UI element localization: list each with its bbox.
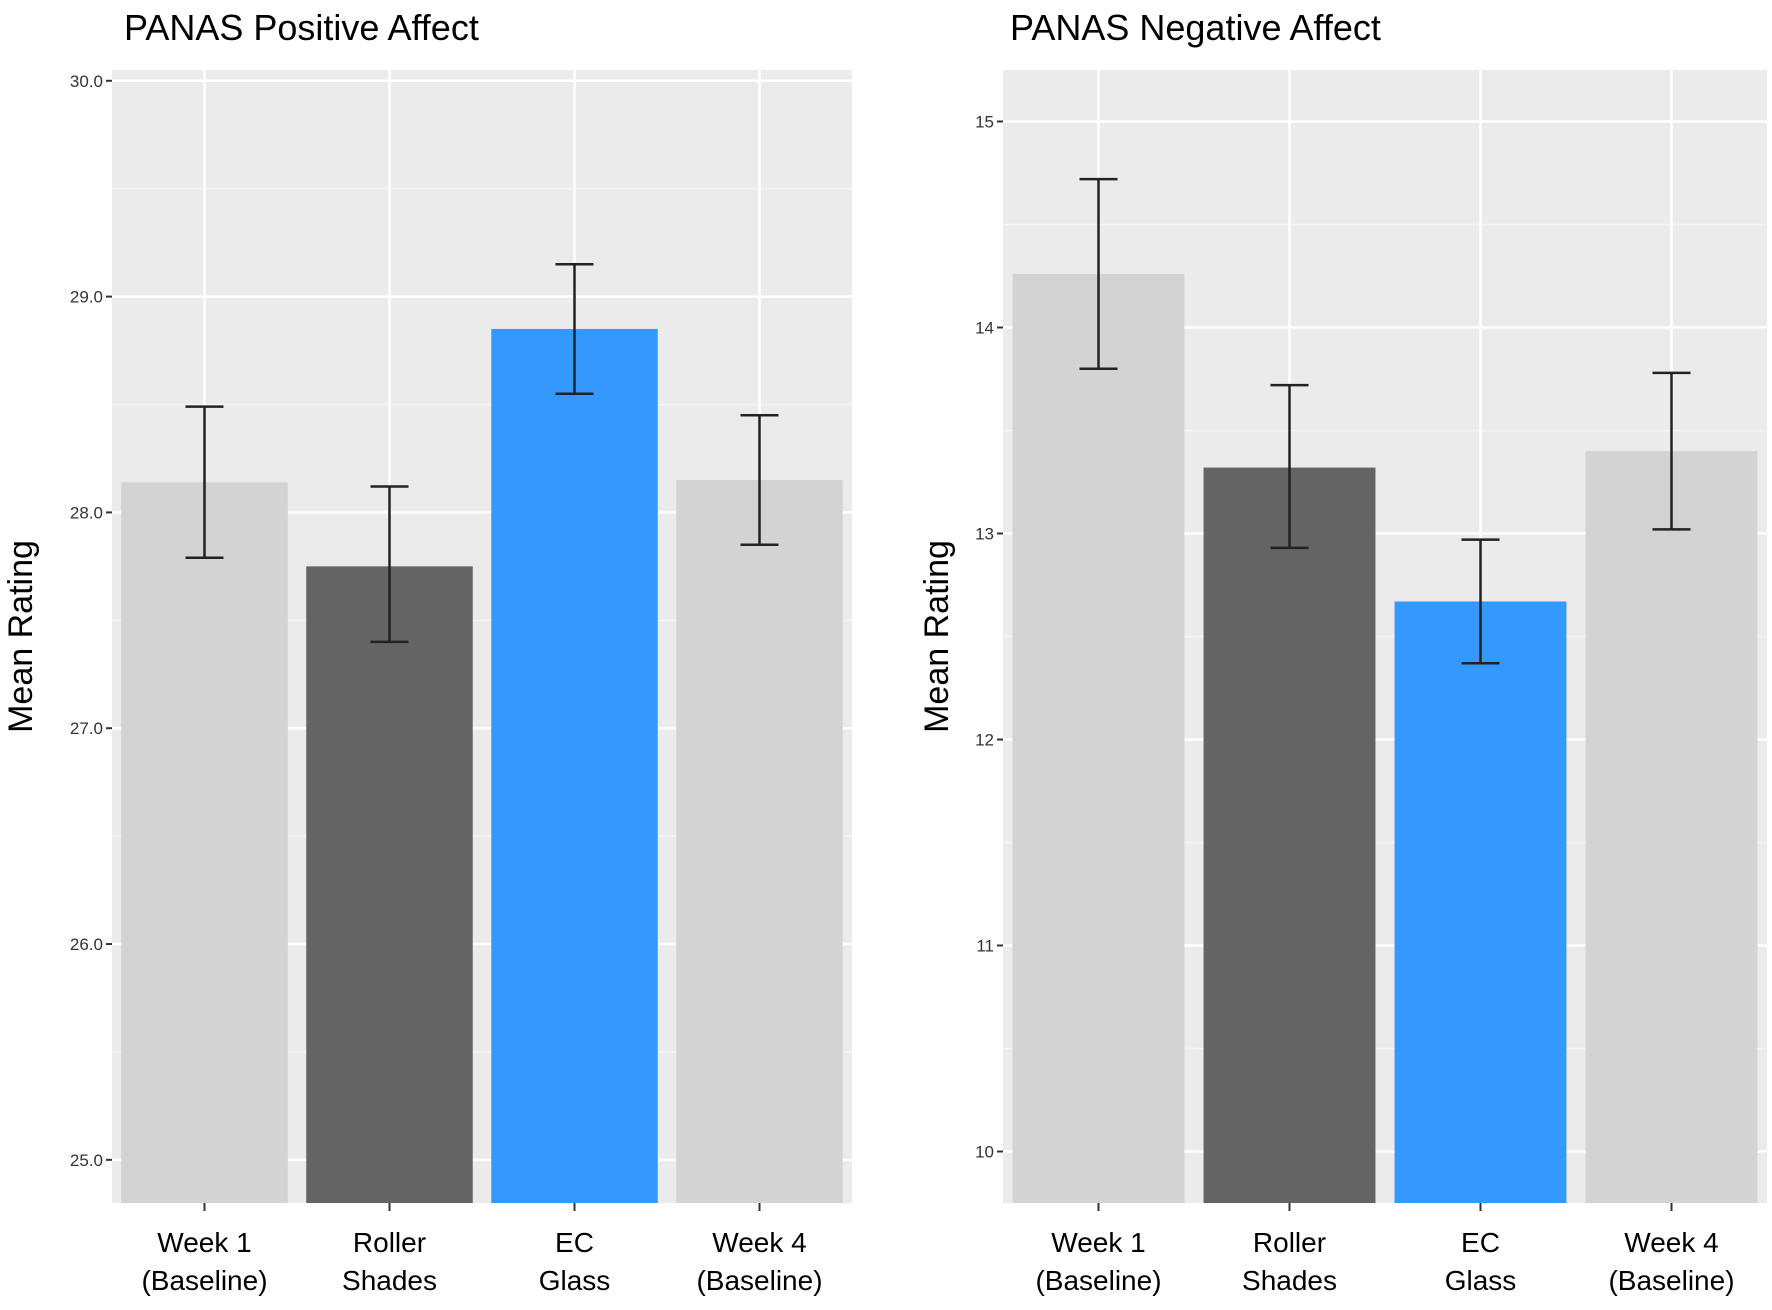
chart-title: PANAS Positive Affect	[124, 7, 479, 48]
error-bar	[185, 405, 224, 559]
error-bar	[1079, 177, 1118, 370]
bar	[306, 566, 473, 1203]
y-tick-label: 12	[975, 731, 994, 750]
x-tick-label: Week 1	[1051, 1227, 1145, 1258]
y-axis-label: Mean Rating	[918, 540, 956, 733]
x-tick-label: Shades	[342, 1265, 437, 1296]
error-bar	[1652, 371, 1691, 531]
x-tick-label: EC	[1461, 1227, 1500, 1258]
y-tick-label: 10	[975, 1143, 994, 1162]
error-bar	[370, 485, 409, 644]
y-tick-label: 14	[975, 319, 994, 338]
error-bar	[740, 414, 779, 547]
bar	[491, 328, 658, 1203]
bar	[1012, 273, 1185, 1203]
x-tick-label: (Baseline)	[696, 1265, 822, 1296]
y-tick-label: 13	[975, 525, 994, 544]
x-tick-label: (Baseline)	[1035, 1265, 1161, 1296]
bar	[676, 480, 843, 1203]
y-tick-label: 15	[975, 113, 994, 132]
y-tick-label: 28.0	[70, 503, 103, 522]
x-tick-label: (Baseline)	[1608, 1265, 1734, 1296]
x-tick-label: Glass	[539, 1265, 611, 1296]
bar	[1585, 451, 1758, 1204]
bar	[1394, 601, 1567, 1203]
x-tick-label: (Baseline)	[141, 1265, 267, 1296]
y-axis-label: Mean Rating	[2, 540, 40, 733]
x-tick-label: Glass	[1445, 1265, 1517, 1296]
panel-2: 10 11 12 13 14 15 Week 1 (Baseline) Roller Shades…	[918, 7, 1767, 1296]
y-tick-label: 29.0	[70, 288, 103, 307]
chart-title: PANAS Negative Affect	[1010, 7, 1381, 48]
x-tick-label: Roller	[353, 1227, 426, 1258]
x-tick-label: Roller	[1253, 1227, 1326, 1258]
error-bar	[1270, 383, 1309, 550]
x-tick-label: EC	[555, 1227, 594, 1258]
y-tick-label: 27.0	[70, 719, 103, 738]
bar	[1203, 467, 1376, 1204]
x-tick-label: Week 4	[1624, 1227, 1718, 1258]
y-tick-label: 25.0	[70, 1151, 103, 1170]
x-tick-label: Shades	[1242, 1265, 1337, 1296]
y-tick-label: 26.0	[70, 935, 103, 954]
error-bar	[1461, 538, 1500, 665]
y-tick-label: 30.0	[70, 72, 103, 91]
x-tick-label: Week 4	[712, 1227, 806, 1258]
bar	[121, 482, 288, 1204]
y-tick-label: 11	[976, 937, 994, 956]
x-tick-label: Week 1	[157, 1227, 251, 1258]
panel-1: 25.0 26.0 27.0 28.0 29.0 30.0 Week 1 (Baseline)…	[2, 7, 852, 1296]
error-bar	[555, 262, 594, 395]
